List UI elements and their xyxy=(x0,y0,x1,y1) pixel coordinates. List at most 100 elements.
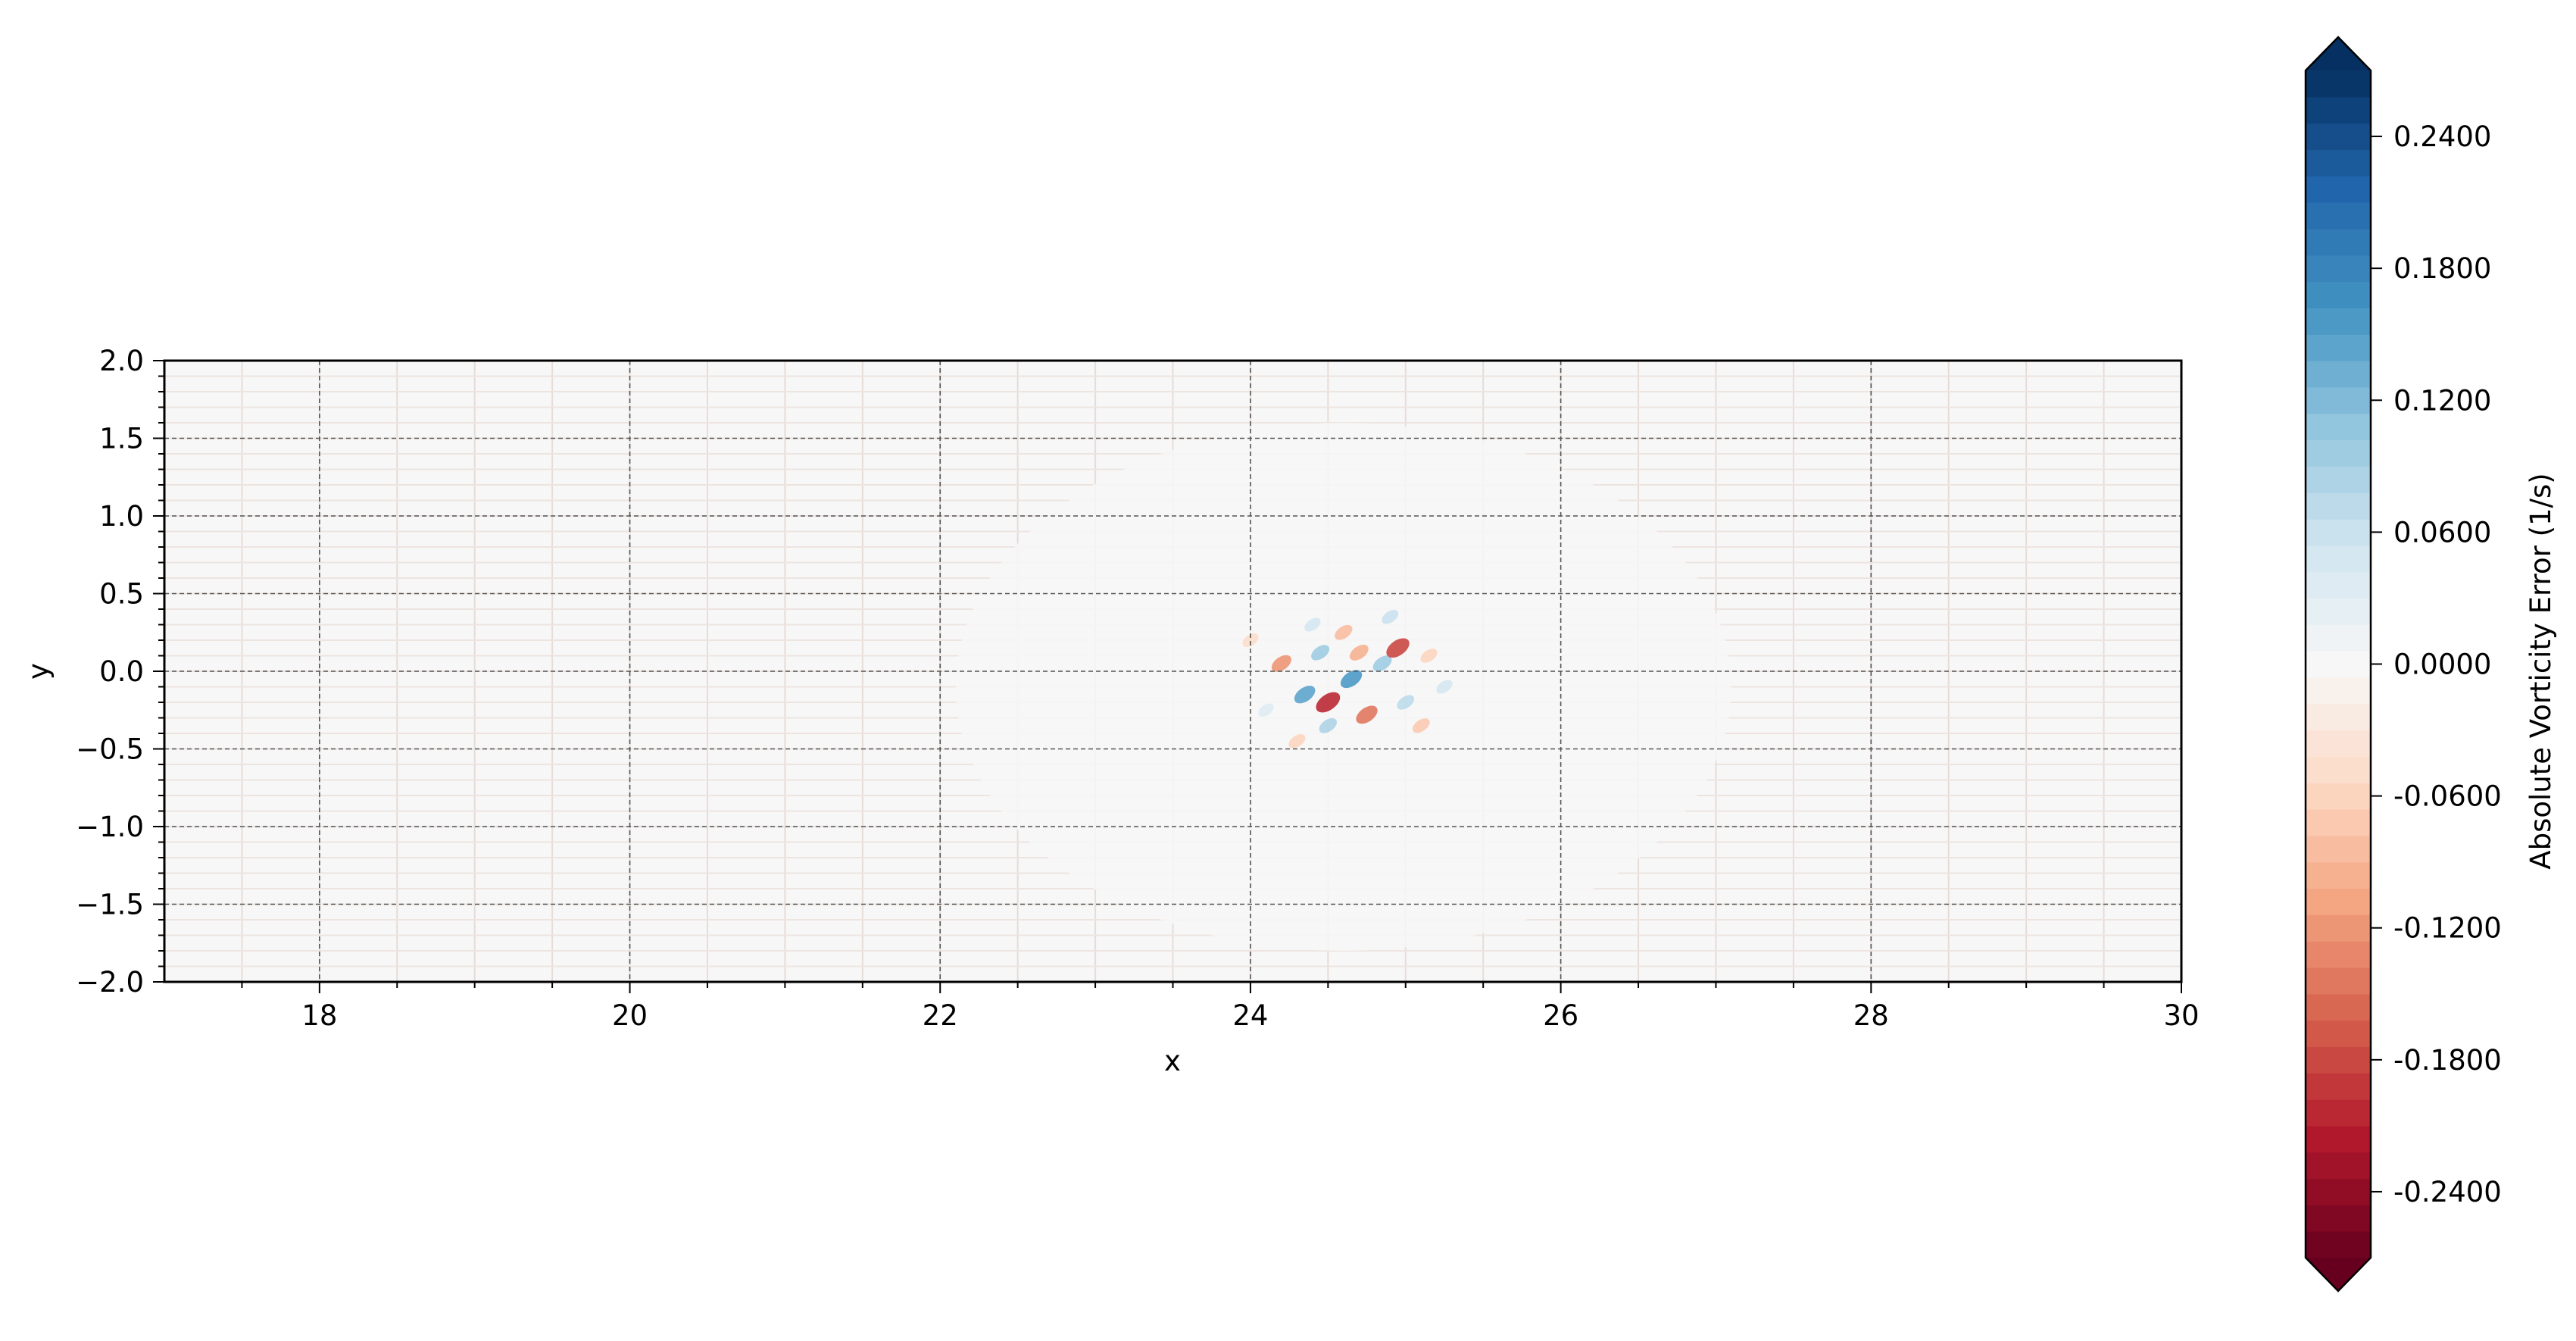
x-tick-label: 28 xyxy=(1853,999,1889,1032)
colorbar-band xyxy=(2306,624,2371,652)
error-spot xyxy=(1340,670,1363,689)
error-spot xyxy=(1242,633,1259,648)
error-spot xyxy=(1304,617,1321,632)
colorbar-tick-label: 0.0600 xyxy=(2393,516,2491,549)
x-tick-label: 22 xyxy=(923,999,958,1032)
colorbar-tick-label: -0.0600 xyxy=(2393,780,2502,813)
error-spot xyxy=(1311,645,1330,661)
error-spot xyxy=(1288,733,1306,749)
colorbar-tick-label: 0.0000 xyxy=(2393,649,2491,681)
colorbar-band xyxy=(2306,386,2371,414)
colorbar-band xyxy=(2306,1152,2371,1180)
colorbar-tick-label: -0.1800 xyxy=(2393,1044,2502,1077)
colorbar-extend-min xyxy=(2306,1258,2371,1291)
y-tick-label: 1.0 xyxy=(99,500,144,533)
colorbar-band xyxy=(2306,176,2371,203)
colorbar-band xyxy=(2306,677,2371,705)
x-axis-ticks: 18 20 22 24 26 28 30 xyxy=(241,982,2200,1032)
colorbar-band xyxy=(2306,149,2371,177)
colorbar-band xyxy=(2306,1205,2371,1232)
colorbar-band xyxy=(2306,545,2371,573)
x-tick-label: 20 xyxy=(612,999,648,1032)
colorbar-band xyxy=(2306,1231,2371,1258)
colorbar-band xyxy=(2306,466,2371,493)
colorbar-band xyxy=(2306,967,2371,995)
y-tick-label: 2.0 xyxy=(99,345,144,377)
colorbar-band xyxy=(2306,334,2371,361)
colorbar-band xyxy=(2306,703,2371,731)
colorbar-band xyxy=(2306,123,2371,151)
error-spot xyxy=(1271,655,1291,672)
colorbar-band xyxy=(2306,96,2371,124)
colorbar-band xyxy=(2306,518,2371,546)
colorbar-tick-label: 0.2400 xyxy=(2393,120,2491,153)
colorbar-band xyxy=(2306,888,2371,915)
colorbar-band xyxy=(2306,730,2371,757)
colorbar-tick-label: 0.1800 xyxy=(2393,252,2491,285)
colorbar-band xyxy=(2306,255,2371,283)
error-spot xyxy=(1436,680,1453,694)
colorbar-band xyxy=(2306,361,2371,388)
error-spot xyxy=(1372,655,1392,672)
colorbar-band xyxy=(2306,809,2371,836)
error-spot xyxy=(1356,705,1378,724)
colorbar-band xyxy=(2306,571,2371,599)
colorbar-band xyxy=(2306,993,2371,1021)
colorbar-band xyxy=(2306,651,2371,678)
y-tick-label: 0.0 xyxy=(99,655,144,688)
colorbar-band xyxy=(2306,598,2371,625)
colorbar-tick-label: 0.1200 xyxy=(2393,384,2491,417)
x-axis-label: x xyxy=(1164,1045,1181,1077)
colorbar: 0.2400 0.1800 0.1200 0.0600 0.0000 -0.0600 -0.… xyxy=(2304,36,2557,1293)
error-spot xyxy=(1258,703,1274,717)
x-tick-label: 26 xyxy=(1543,999,1578,1032)
y-tick-label: 1.5 xyxy=(99,423,144,455)
colorbar-label: Absolute Vorticity Error (1/s) xyxy=(2524,473,2557,869)
colorbar-band xyxy=(2306,281,2371,308)
y-tick-label: 0.5 xyxy=(99,578,144,611)
heatmap-plot: 18 20 22 24 26 28 30 2.0 1.5 1.0 0.5 0.0 −0.5 −1.0 −1… xyxy=(22,345,2200,1077)
colorbar-band xyxy=(2306,1073,2371,1100)
grid-lines xyxy=(164,361,2181,982)
error-spot xyxy=(1382,609,1399,624)
colorbar-extend-max xyxy=(2306,37,2371,70)
error-spot xyxy=(1335,624,1353,640)
colorbar-ticks: 0.2400 0.1800 0.1200 0.0600 0.0000 -0.0600 -0.… xyxy=(2371,120,2502,1208)
y-axis-label: y xyxy=(22,663,55,680)
colorbar-band xyxy=(2306,914,2371,942)
colorbar-band xyxy=(2306,492,2371,520)
error-spot xyxy=(1386,638,1410,658)
colorbar-band xyxy=(2306,861,2371,889)
colorbar-band xyxy=(2306,308,2371,335)
colorbar-tick-label: -0.2400 xyxy=(2393,1176,2502,1208)
colorbar-band xyxy=(2306,783,2371,810)
error-spot xyxy=(1349,644,1369,661)
colorbar-band xyxy=(2306,756,2371,783)
y-tick-label: −1.0 xyxy=(76,811,144,843)
colorbar-bands xyxy=(2304,36,2372,1293)
y-tick-label: −1.5 xyxy=(76,889,144,921)
error-spot xyxy=(1397,695,1415,710)
colorbar-band xyxy=(2306,1046,2371,1074)
colorbar-band xyxy=(2306,439,2371,467)
error-spot xyxy=(1412,718,1430,733)
error-spot xyxy=(1420,649,1438,663)
error-spot xyxy=(1316,692,1341,713)
colorbar-band xyxy=(2306,1178,2371,1205)
colorbar-tick-label: -0.1200 xyxy=(2393,912,2502,945)
x-tick-label: 24 xyxy=(1232,999,1268,1032)
colorbar-outline xyxy=(2304,36,2372,1293)
colorbar-band xyxy=(2306,413,2371,441)
error-spot xyxy=(1294,686,1316,704)
colorbar-band xyxy=(2306,1020,2371,1048)
x-tick-label: 30 xyxy=(2163,999,2199,1032)
colorbar-band xyxy=(2306,1125,2371,1153)
colorbar-band xyxy=(2306,228,2371,256)
colorbar-band xyxy=(2306,1099,2371,1127)
colorbar-band xyxy=(2306,835,2371,863)
y-tick-label: −2.0 xyxy=(76,966,144,999)
error-spot xyxy=(1319,717,1338,733)
y-tick-label: −0.5 xyxy=(76,733,144,766)
colorbar-band xyxy=(2306,941,2371,968)
